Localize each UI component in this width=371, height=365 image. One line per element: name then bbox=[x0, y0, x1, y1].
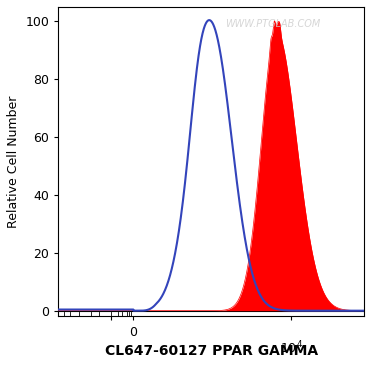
Text: WWW.PTGLAB.COM: WWW.PTGLAB.COM bbox=[225, 19, 320, 29]
X-axis label: CL647-60127 PPAR GAMMA: CL647-60127 PPAR GAMMA bbox=[105, 344, 318, 358]
Text: $10^4$: $10^4$ bbox=[280, 339, 303, 356]
Y-axis label: Relative Cell Number: Relative Cell Number bbox=[7, 96, 20, 228]
